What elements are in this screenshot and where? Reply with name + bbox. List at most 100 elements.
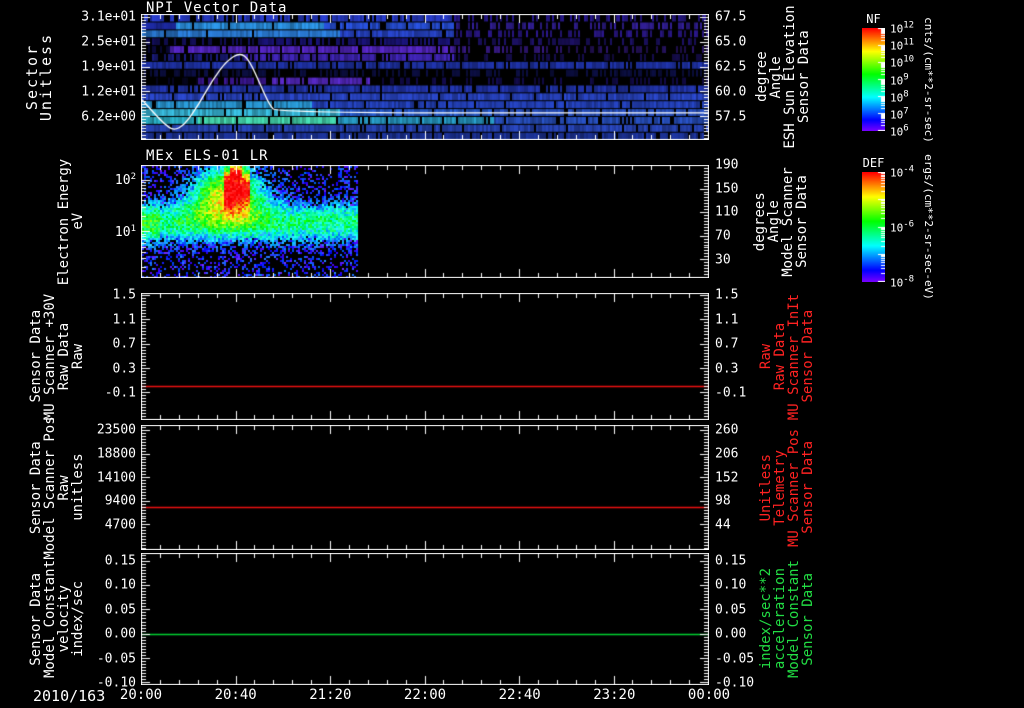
y2-tick-label: 152 (715, 470, 739, 485)
colorbar-title: DEF (862, 156, 885, 170)
right-axis-label-line: Unitless (758, 453, 774, 522)
colorbar-tick-label: 107 (890, 106, 909, 122)
y2-tick-label: 67.5 (715, 9, 747, 25)
y2-tick-label: 98 (715, 493, 731, 509)
y2-tick-label: 44 (715, 517, 731, 533)
y-tick-label: -0.05 (96, 651, 136, 667)
colorbar-unit-label: cnts/(cm**2-sr-sec) (922, 16, 935, 143)
y-tick-label: 3.1e+01 (81, 9, 136, 25)
x-tick-label: 23:20 (593, 687, 636, 703)
mu-scanner-line-canvas (141, 293, 709, 420)
y-tick-label: 1.1 (112, 312, 136, 328)
left-axis-label: Sensor Data MU Scanner +30V Raw Data Raw (28, 293, 86, 419)
y2-tick-label: 0.7 (715, 336, 739, 352)
panel-scanner-pos-plot-area (141, 425, 709, 550)
colorbar-tick-label: 10-6 (890, 219, 915, 235)
y2-tick-label: 150 (715, 181, 739, 197)
y2-tick-label: 70 (715, 228, 731, 244)
right-axis-label-line: Sensor Data (800, 572, 816, 666)
y2-tick-label: 206 (715, 446, 739, 462)
y2-tick-label: 0.10 (715, 577, 747, 593)
panel-model-constant-plot-area (141, 553, 709, 685)
y2-tick-label: -0.10 (715, 675, 755, 691)
right-axis-label-line: Model Constant (786, 559, 802, 679)
colorbar-tick-label: 1011 (890, 37, 915, 53)
y2-tick-label: 60.0 (715, 84, 747, 100)
colorbar-gradient (862, 28, 885, 131)
right-axis-label: Sensor Data MU Scanner Pos Telemetry Unitle… (758, 428, 816, 547)
y2-tick-label: 0.15 (715, 553, 747, 569)
right-axis-label-line: MU Scanner InIt (786, 293, 802, 420)
npi-spectrogram-canvas (141, 14, 709, 140)
colorbar-tick-label: 106 (890, 123, 909, 139)
colorbar-tick-label: 1012 (890, 20, 915, 36)
y-tick-label: 1.5 (112, 287, 136, 303)
right-axis-label: Sensor Data Model Scanner Angle degrees (752, 166, 810, 277)
y2-tick-label: 65.0 (715, 34, 747, 50)
right-axis-label-line: Raw Data (772, 322, 788, 391)
right-axis-label-line: degrees (752, 191, 768, 252)
colorbar-tick-label: 108 (890, 89, 909, 104)
right-axis-label: Sensor Data MU Scanner InIt Raw Data Raw (758, 293, 816, 420)
right-axis-label-line: Sensor Data (800, 310, 816, 403)
left-axis-label: Sector Unitless (23, 32, 55, 122)
colorbar (862, 28, 885, 135)
right-axis-label-line: Raw (758, 343, 774, 370)
colorbar (862, 172, 885, 286)
y-tick-label: 0.3 (112, 361, 136, 377)
left-axis-label-line: index/sec (70, 581, 86, 657)
panel-npi-title: NPI Vector Data (146, 0, 288, 16)
y-tick-label: 9400 (104, 493, 136, 509)
y2-tick-label: 260 (715, 422, 739, 438)
colorbar-tick-label: 109 (890, 72, 909, 87)
right-axis-label-line: Sensor Data (794, 175, 810, 268)
right-axis-label-line: Sensor Data (796, 30, 812, 124)
y-tick-label: 14100 (96, 470, 136, 485)
y-tick-label: 23500 (96, 422, 136, 438)
y-tick-label: 0.00 (104, 626, 136, 642)
colorbar-unit-label: ergs/(cm**2-sr-sec-eV) (922, 154, 935, 300)
y-tick-label: 0.15 (104, 553, 136, 569)
right-axis-label-line: Model Scanner (780, 166, 796, 277)
right-axis-label-line: index/sec**2 (758, 568, 774, 670)
y-tick-label: 18800 (96, 446, 136, 462)
left-axis-label-line: unitless (70, 453, 86, 522)
y2-tick-label: 110 (715, 204, 739, 220)
date-label: 2010/163 (33, 687, 106, 705)
y2-tick-label: 190 (715, 157, 739, 173)
x-tick-label: 00:00 (687, 687, 731, 703)
x-tick-label: 22:00 (403, 687, 447, 703)
left-axis-label-line: eV (70, 213, 86, 230)
scanner-pos-line-canvas (141, 425, 709, 550)
left-axis-label-line: Raw (70, 343, 86, 370)
y-tick-label: 1.9e+01 (81, 59, 136, 75)
y-tick-label: 0.05 (104, 602, 136, 618)
els-spectrogram-canvas (141, 165, 709, 278)
y-tick-label: 0.7 (112, 336, 136, 352)
panel-npi-plot-area (141, 14, 709, 140)
left-axis-label: Electron Energy eV (56, 158, 86, 284)
y2-tick-label: 0.3 (715, 361, 739, 377)
colorbar-title: NF (866, 12, 881, 26)
colorbar-gradient (862, 172, 885, 282)
right-axis-label-line: degree (754, 51, 770, 103)
colorbar-tick-label: 10-8 (890, 274, 915, 290)
y-tick-label: 2.5e+01 (81, 34, 136, 50)
left-axis-label-line: Unitless (37, 32, 55, 122)
right-axis-label-line: Telemetry (772, 449, 788, 526)
y-tick-label: 102 (114, 171, 136, 189)
y-tick-label: 101 (114, 223, 136, 241)
right-axis-label-line: MU Scanner Pos (786, 428, 802, 547)
colorbar-tick-label: 1010 (890, 55, 915, 70)
right-axis-label-line: ESH Sun Elevation (782, 5, 798, 149)
y2-tick-label: 1.5 (715, 287, 739, 303)
right-axis-label: Sensor Data ESH Sun Elevation Angle degree (754, 5, 812, 149)
right-axis-label-line: Sensor Data (800, 441, 816, 534)
panel-mu-scanner-plot-area (141, 293, 709, 420)
y-tick-label: 6.2e+00 (81, 109, 136, 125)
panel-els-plot-area (141, 165, 709, 278)
y2-tick-label: 1.1 (715, 312, 739, 328)
right-axis-label-line: Angle (768, 55, 784, 99)
panel-els-title: MEx ELS-01 LR (146, 148, 269, 164)
